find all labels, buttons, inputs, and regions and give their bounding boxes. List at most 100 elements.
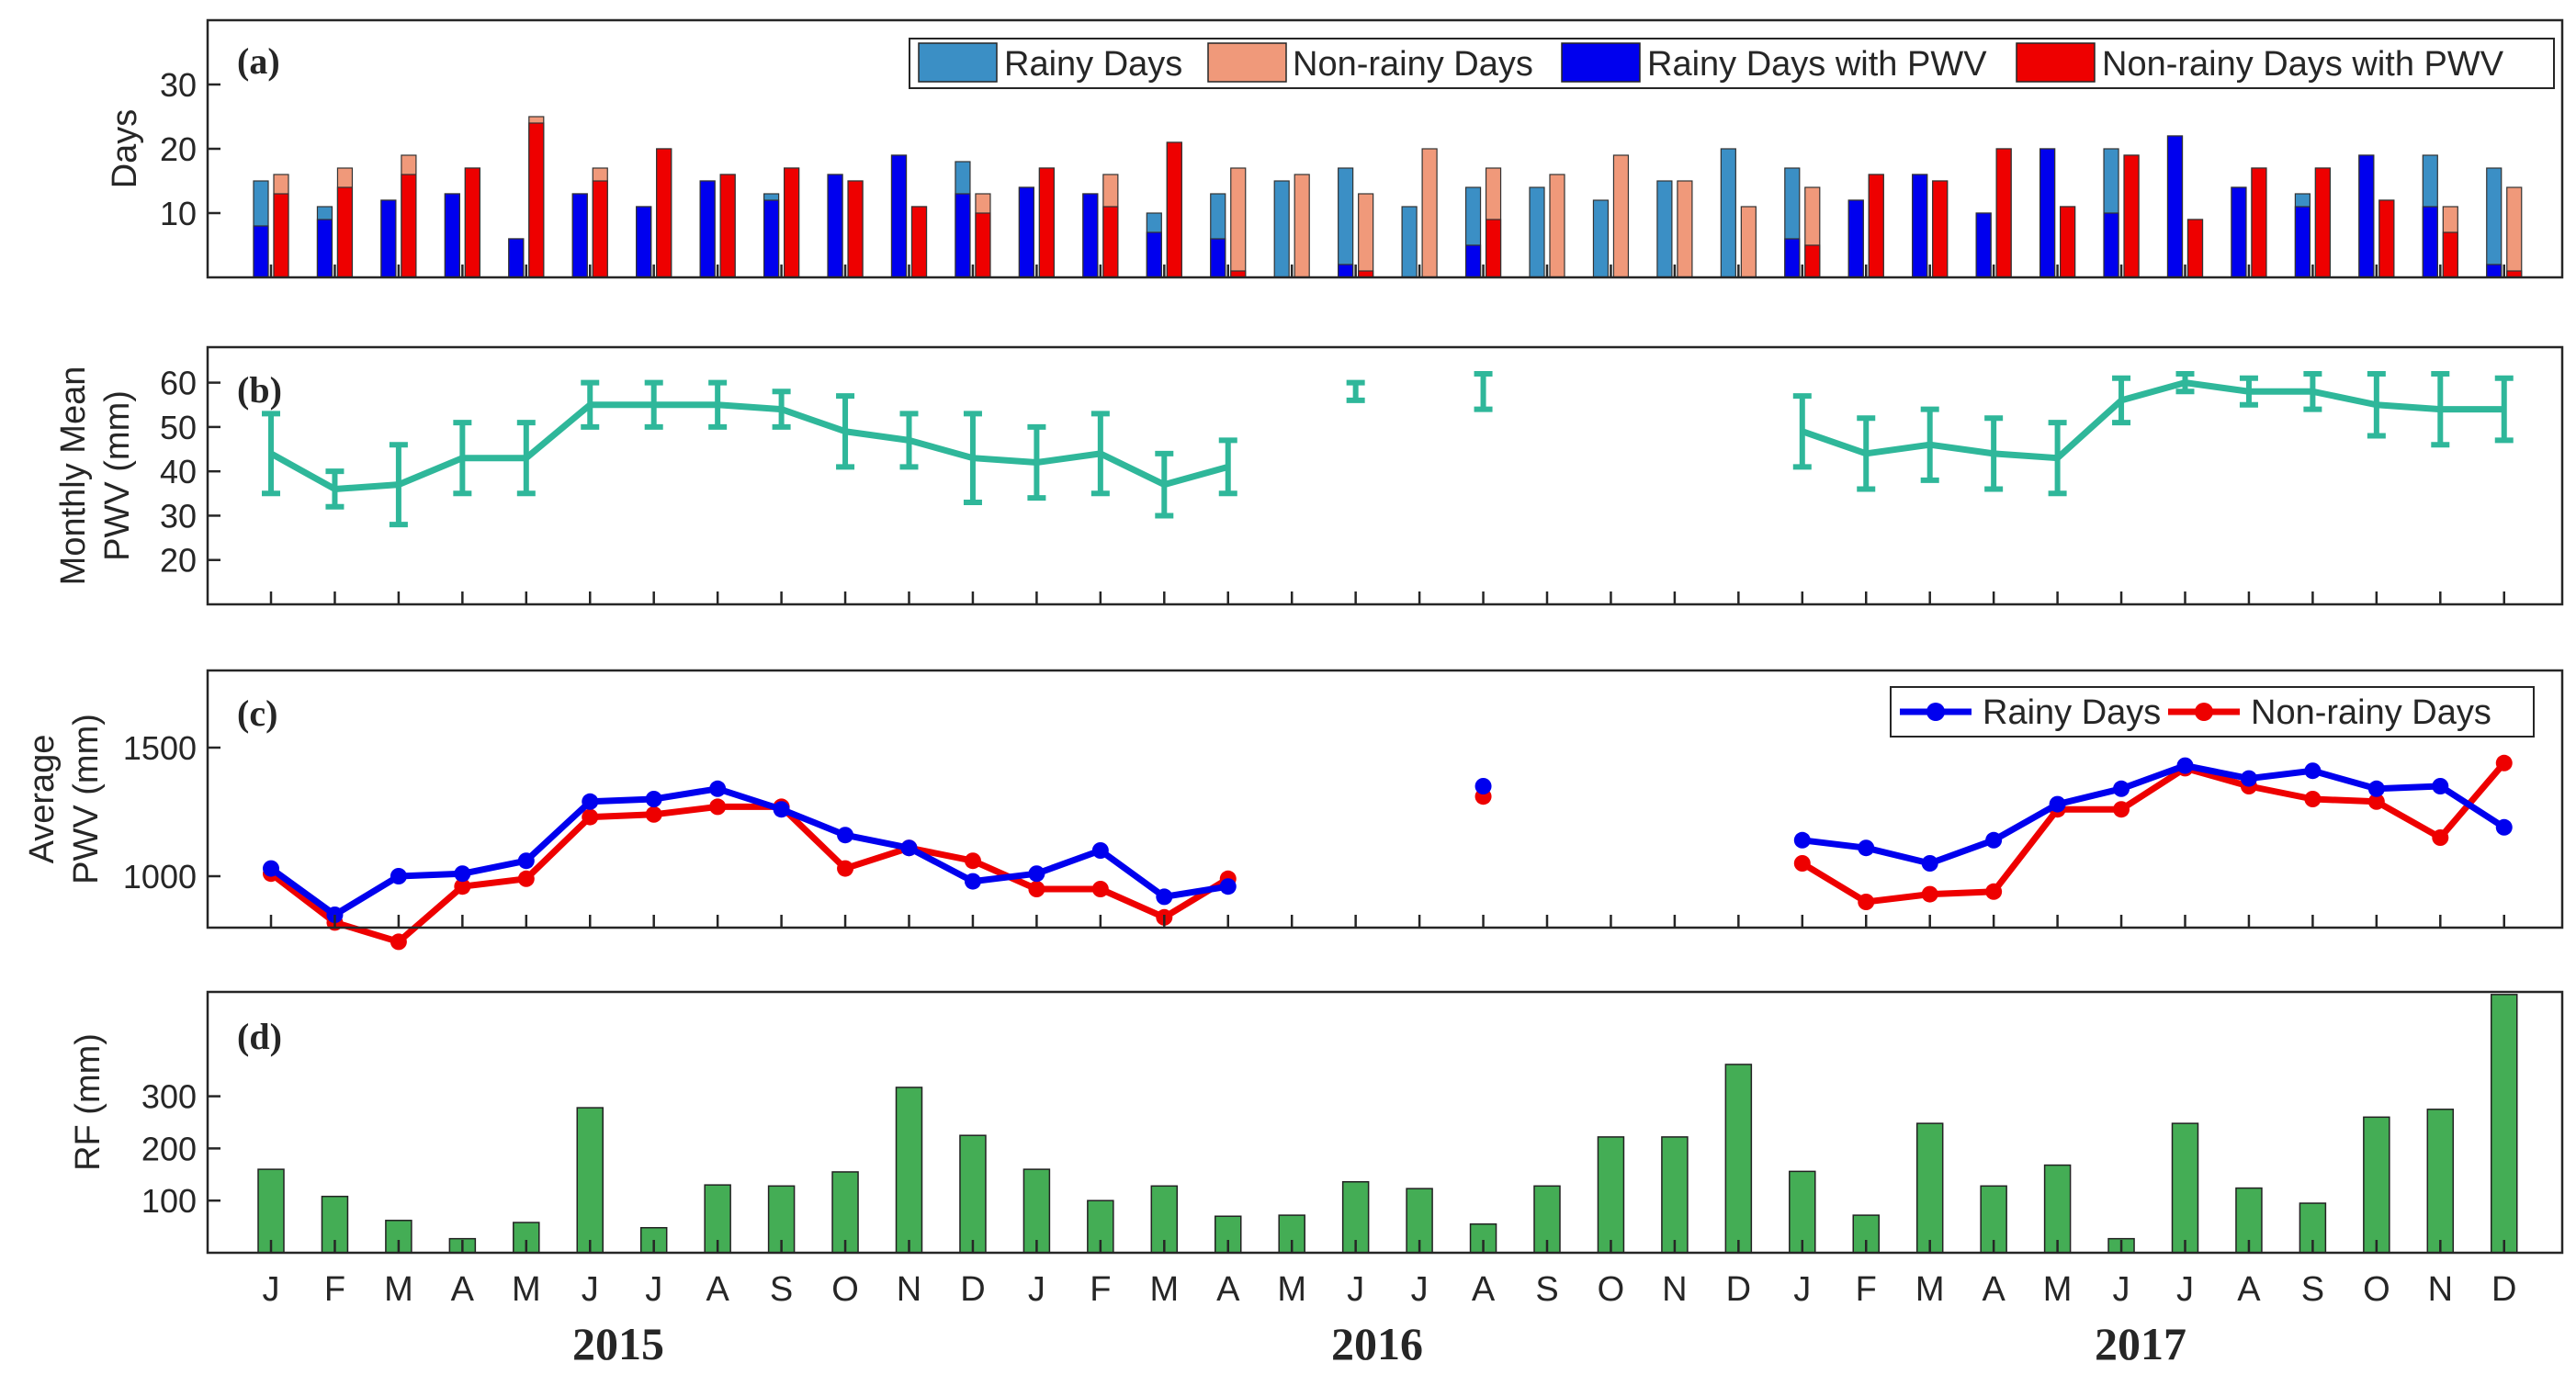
point-rainy-days	[2495, 818, 2513, 836]
x-tick-label: D	[2491, 1270, 2516, 1309]
y-tick-label: 20	[160, 542, 197, 580]
point-non-rainy-days	[1985, 883, 2003, 900]
bar-non-rainy-days-with-pwv	[2251, 167, 2267, 278]
y-tick-label: 40	[160, 453, 197, 490]
x-tick-label: O	[1598, 1270, 1625, 1309]
bar-rainy-days	[1592, 199, 1610, 278]
bar-non-rainy-days-with-pwv	[2123, 154, 2140, 278]
bar-rainy-days-with-pwv	[1464, 244, 1482, 278]
point-rainy-days	[2367, 780, 2385, 797]
panel-a-rain-days: 10 20 30 (a) Days Rainy Days Non-rainy Day…	[106, 18, 2564, 279]
legend-swatch-non-rainy-days	[1207, 42, 1287, 83]
bar-non-rainy-days-with-pwv	[1804, 244, 1821, 278]
point-rainy-days	[2240, 770, 2257, 787]
x-tick-label: F	[1856, 1270, 1877, 1309]
bar-rainy-days	[2486, 167, 2503, 278]
y-tick-label: 30	[160, 497, 197, 535]
bar-rainy-days-with-pwv	[2294, 206, 2310, 278]
x-tick-label: J	[1028, 1270, 1045, 1309]
bar-non-rainy-days-with-pwv	[2314, 167, 2331, 278]
legend-marker-rainy-days	[1926, 703, 1945, 721]
bar-rainy-days-with-pwv	[508, 238, 525, 278]
bar-rainy-days-with-pwv	[2166, 135, 2184, 278]
bar-rainy-days-with-pwv	[316, 219, 333, 278]
panel-c-frame	[206, 669, 2564, 929]
bar-rainy-days-with-pwv	[571, 193, 588, 278]
panel-b-y-axis-label-line1: Monthly Mean	[54, 366, 93, 586]
x-tick-label: J	[2176, 1270, 2194, 1309]
bar-rainy-days-with-pwv	[1784, 238, 1801, 278]
bar-non-rainy-days	[1230, 167, 1247, 278]
bar-rainfall	[1278, 1214, 1305, 1254]
bar-rainy-days	[1401, 206, 1418, 278]
point-rainy-days	[1793, 831, 1811, 849]
bar-non-rainy-days-with-pwv	[2442, 231, 2458, 278]
point-non-rainy-days	[1028, 881, 1045, 897]
point-rainy-days	[837, 827, 854, 844]
x-tick-label: A	[1982, 1270, 2005, 1309]
bar-rainfall	[1661, 1136, 1689, 1254]
point-rainy-days	[263, 860, 279, 877]
point-non-rainy-days	[2113, 801, 2130, 818]
bar-rainy-days	[1656, 180, 1673, 278]
bar-rainy-days-with-pwv	[2358, 154, 2375, 278]
panel-b-monthly-mean-pwv: 20 30 40 50 60 (b) Monthly Mean PWV (mm)	[54, 345, 2564, 606]
x-tick-label: M	[512, 1270, 541, 1309]
point-non-rainy-days	[2432, 829, 2449, 846]
bar-non-rainy-days	[1549, 174, 1565, 278]
bar-rainy-days-with-pwv	[827, 174, 843, 278]
bar-non-rainy-days-with-pwv	[592, 180, 608, 278]
bar-non-rainy-days-with-pwv	[656, 148, 672, 278]
bar-rainy-days-with-pwv	[1210, 238, 1226, 278]
x-tick-label: S	[2301, 1270, 2324, 1309]
panel-c-label: (c)	[237, 693, 277, 734]
year-label-2017: 2017	[2095, 1318, 2186, 1369]
panel-d-frame	[206, 990, 2564, 1255]
y-tick-label: 60	[160, 365, 197, 402]
pwv-line-segment	[1801, 379, 2504, 462]
bar-rainfall	[1915, 1122, 1944, 1254]
y-tick-label: 20	[160, 130, 197, 168]
point-rainy-days	[1091, 842, 1109, 859]
bar-non-rainy-days-with-pwv	[336, 186, 354, 278]
panel-b-frame	[206, 345, 2564, 606]
legend-swatch-rainy-days-with-pwv	[1561, 42, 1641, 83]
x-tick-label: J	[1793, 1270, 1811, 1309]
bar-rainy-days-with-pwv	[2039, 148, 2056, 278]
bar-rainfall	[1724, 1064, 1753, 1254]
line-non-rainy-days	[1800, 760, 2507, 906]
point-non-rainy-days	[390, 933, 407, 951]
point-non-rainy-days	[837, 860, 854, 877]
x-tick-label: J	[1347, 1270, 1364, 1309]
x-tick-label: A	[451, 1270, 475, 1309]
bar-rainy-days-with-pwv	[444, 193, 460, 278]
panel-d-y-ticks: 100 200 300	[141, 1078, 2505, 1253]
bar-rainfall	[2426, 1109, 2455, 1254]
panel-b-label: (b)	[237, 369, 282, 411]
x-tick-label: J	[263, 1270, 280, 1309]
bar-non-rainy-days-with-pwv	[464, 167, 480, 278]
x-tick-label: A	[2237, 1270, 2261, 1309]
point-non-rainy-days	[517, 870, 535, 887]
bar-non-rainy-days-with-pwv	[2060, 206, 2076, 278]
point-rainy-days	[709, 780, 727, 797]
bar-rainfall	[2491, 994, 2518, 1254]
bar-rainfall	[2171, 1122, 2199, 1254]
bar-non-rainy-days-with-pwv	[1995, 148, 2012, 278]
x-tick-label: J	[2113, 1270, 2130, 1309]
y-tick-label: 50	[160, 409, 197, 446]
x-tick-label: M	[1915, 1270, 1945, 1309]
bar-rainy-days	[1529, 186, 1545, 278]
panel-c-legend: Rainy Days Non-rainy Days	[1890, 686, 2535, 738]
y-tick-label: 10	[160, 195, 197, 232]
x-tick-label: N	[897, 1270, 921, 1309]
point-non-rainy-days	[1921, 885, 1938, 903]
panel-d-label: (d)	[237, 1016, 282, 1057]
point-non-rainy-days	[645, 805, 662, 823]
bar-rainy-days-with-pwv	[2486, 264, 2503, 278]
bar-rainfall	[576, 1107, 604, 1254]
point-non-rainy-days	[2304, 791, 2322, 807]
point-rainy-days	[1156, 888, 1173, 906]
